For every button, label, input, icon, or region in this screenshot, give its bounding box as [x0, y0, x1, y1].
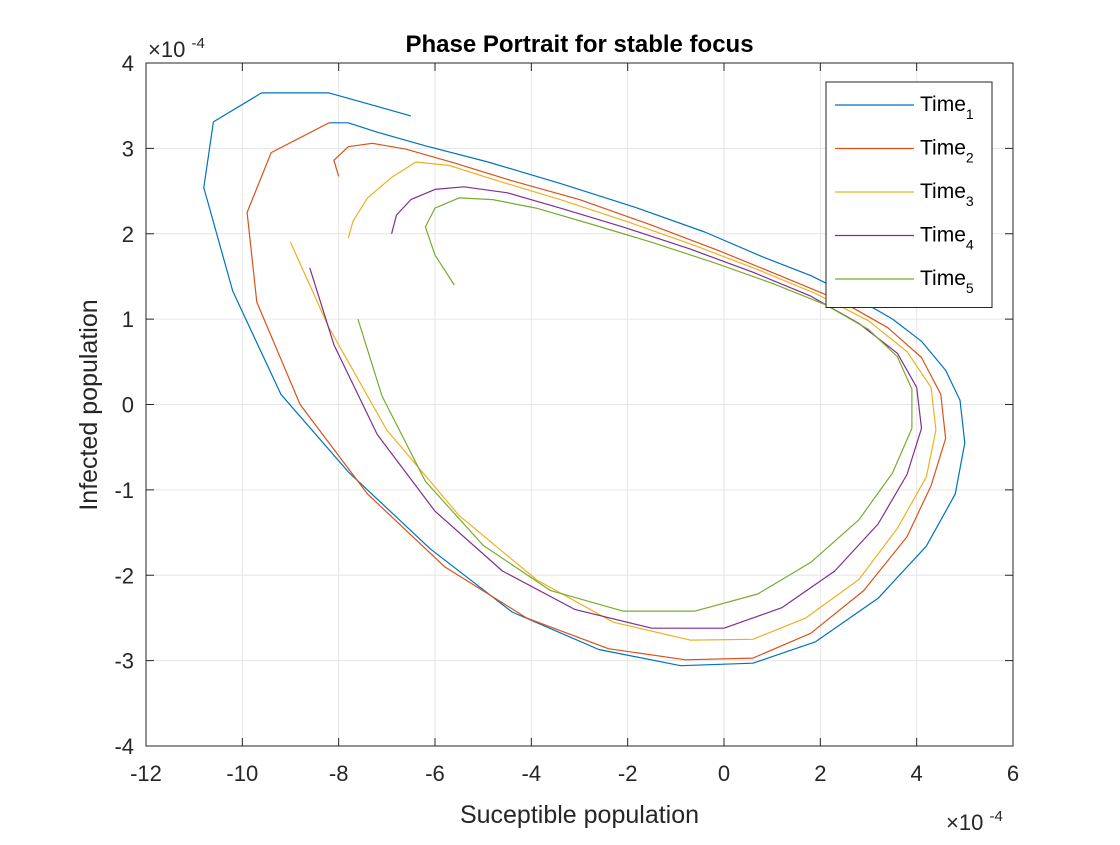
- legend-label-base: Time: [920, 93, 966, 116]
- y-exponent-power: -4: [191, 35, 204, 52]
- legend-label-time-3: Time3: [920, 180, 974, 209]
- series-line-time-1: [203, 92, 966, 667]
- legend-label-subscript: 5: [966, 280, 974, 296]
- legend-label-time-5: Time5: [920, 267, 974, 296]
- series-line-time-3: [289, 161, 937, 641]
- legend-label-base: Time: [920, 180, 966, 203]
- x-tick-label: 0: [718, 761, 730, 786]
- legend-label-base: Time: [920, 137, 966, 160]
- y-tick-label: -2: [114, 563, 134, 588]
- y-tick-label: -1: [114, 478, 134, 503]
- legend-label-base: Time: [920, 267, 966, 290]
- y-axis-label: Infected population: [75, 299, 103, 510]
- y-tick-label: -3: [114, 649, 134, 674]
- legend-label-subscript: 4: [966, 237, 974, 253]
- x-axis-label: Suceptible population: [460, 801, 699, 829]
- series-lines: [203, 92, 966, 667]
- x-tick-label: -12: [130, 761, 162, 786]
- x-tick-label: -10: [226, 761, 258, 786]
- y-tick-label: 3: [122, 136, 134, 161]
- legend-label-subscript: 1: [966, 106, 974, 122]
- series-line-time-4: [309, 186, 923, 629]
- legend-label-subscript: 2: [966, 150, 974, 166]
- x-tick-label: -4: [522, 761, 542, 786]
- series-line-time-5: [357, 197, 913, 612]
- x-tick-label: -2: [618, 761, 638, 786]
- y-tick-label: 0: [122, 393, 134, 418]
- legend-box: [825, 81, 993, 308]
- legend-label-subscript: 3: [966, 193, 974, 209]
- y-axis-exponent: ×10 -4: [148, 35, 205, 62]
- legend-label-time-1: Time1: [920, 93, 974, 122]
- x-exponent-power: -4: [989, 808, 1002, 825]
- x-tick-label: -6: [425, 761, 445, 786]
- legend-label-time-4: Time4: [920, 224, 974, 253]
- y-tick-label: 1: [122, 307, 134, 332]
- y-tick-label: 4: [122, 51, 134, 76]
- y-tick-label: 2: [122, 222, 134, 247]
- series-line-time-2: [246, 122, 947, 661]
- legend-label-base: Time: [920, 224, 966, 247]
- x-exponent-base: ×10: [946, 810, 983, 835]
- chart-title: Phase Portrait for stable focus: [405, 31, 753, 58]
- legend-label-time-2: Time2: [920, 137, 974, 166]
- x-axis-exponent: ×10 -4: [946, 808, 1003, 835]
- x-tick-label: -8: [329, 761, 349, 786]
- y-tick-label: -4: [114, 734, 134, 759]
- x-tick-label: 6: [1007, 761, 1019, 786]
- x-tick-label: 4: [911, 761, 923, 786]
- x-tick-label: 2: [814, 761, 826, 786]
- y-exponent-base: ×10: [148, 37, 185, 62]
